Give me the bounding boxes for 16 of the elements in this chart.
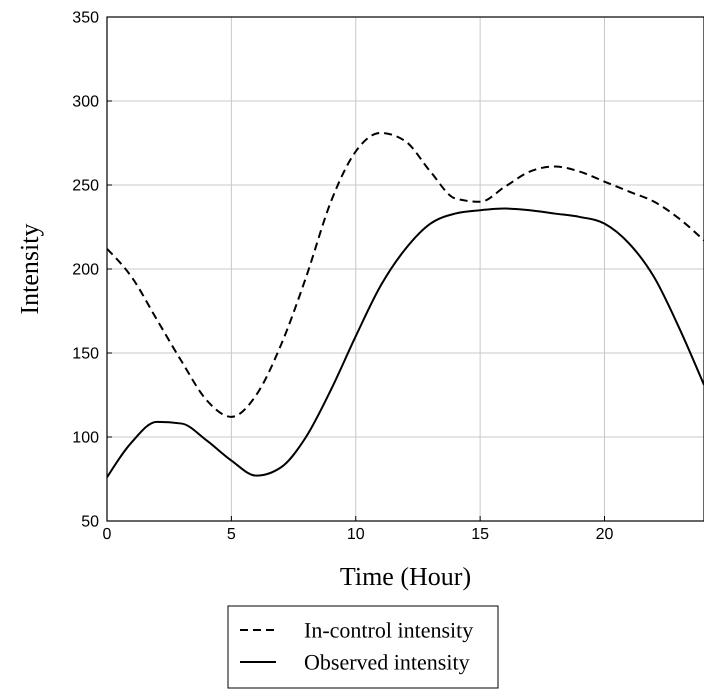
x-tick-label: 20	[596, 526, 614, 543]
x-axis-title: Time (Hour)	[340, 562, 472, 591]
y-tick-label: 250	[72, 178, 100, 195]
x-tick-label: 15	[471, 526, 490, 543]
y-tick-label: 200	[72, 262, 100, 279]
y-axis-title: Intensity	[15, 224, 44, 314]
y-tick-label: 350	[72, 10, 100, 27]
legend-label: Observed intensity	[304, 650, 470, 675]
y-tick-label: 150	[72, 346, 100, 363]
y-tick-label: 300	[72, 94, 100, 111]
x-tick-label: 5	[226, 526, 236, 543]
y-tick-label: 50	[81, 514, 100, 531]
y-tick-label: 100	[72, 430, 100, 447]
legend-label: In-control intensity	[304, 618, 474, 643]
x-tick-label: 0	[102, 526, 112, 543]
x-tick-label: 10	[346, 526, 365, 543]
